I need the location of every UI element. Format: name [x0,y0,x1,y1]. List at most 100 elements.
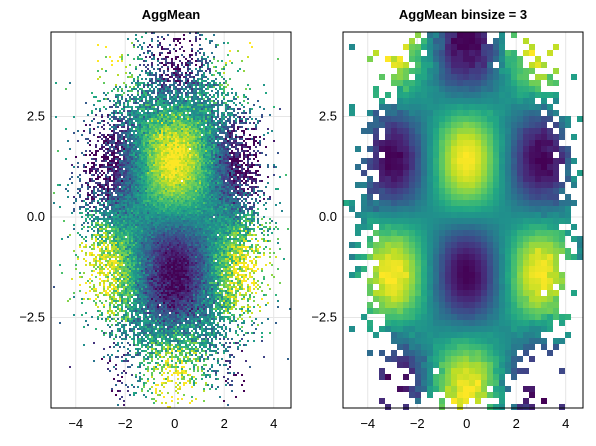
heatmap-cell [173,78,175,80]
heatmap-cell [223,130,225,132]
heatmap-cell [179,134,181,136]
heatmap-cell [133,160,135,162]
heatmap-cell [205,176,207,178]
heatmap-cell [235,202,237,204]
heatmap-cell [113,132,115,134]
heatmap-cell [133,202,135,204]
heatmap-cell [189,104,191,106]
heatmap-cell [177,128,179,130]
heatmap-cell [217,210,219,212]
heatmap-cell [117,120,119,122]
heatmap-cell [117,90,119,92]
heatmap-cell [117,146,119,148]
heatmap-cell [101,208,103,210]
heatmap-cell [181,104,183,106]
heatmap-cell [131,110,133,112]
heatmap-cell [229,200,231,202]
heatmap-cell [237,142,239,144]
heatmap-cell [135,84,137,86]
heatmap-cell [155,192,157,194]
heatmap-cell [137,208,139,210]
heatmap-cell [237,70,239,72]
heatmap-cell [157,128,159,130]
heatmap-cell [139,140,141,142]
heatmap-cell [177,70,179,72]
heatmap-cell [251,108,253,110]
heatmap-cell [249,186,251,188]
heatmap-cell [125,188,127,190]
heatmap-cell [201,116,203,118]
heatmap-cell [227,152,229,154]
heatmap-cell [205,158,207,160]
heatmap-cell [195,142,197,144]
heatmap-cell [211,136,213,138]
heatmap-cell [231,180,233,182]
heatmap-cell [105,214,107,216]
heatmap-cell [135,68,137,70]
heatmap-cell [235,92,237,94]
heatmap-cell [143,96,145,98]
heatmap-cell [85,166,87,168]
heatmap-cell [141,134,143,136]
heatmap-cell [259,140,261,142]
heatmap-cell [245,88,247,90]
heatmap-cell [219,168,221,170]
heatmap-cell [177,158,179,160]
heatmap-cell [199,210,201,212]
heatmap-cell [213,96,215,98]
heatmap-cell [187,90,189,92]
heatmap-cell [143,112,145,114]
heatmap-cell [113,182,115,184]
heatmap-cell [205,186,207,188]
heatmap-cell [163,122,165,124]
heatmap-cell [133,130,135,132]
heatmap-cell [241,146,243,148]
heatmap-cell [149,70,151,72]
heatmap-cell [185,196,187,198]
heatmap-cell [175,118,177,120]
heatmap-cell [221,60,223,62]
heatmap-cell [205,144,207,146]
heatmap-cell [127,178,129,180]
heatmap-cell [229,50,231,52]
heatmap-cell [235,114,237,116]
heatmap-cell [181,170,183,172]
heatmap-cell [111,202,113,204]
heatmap-cell [189,86,191,88]
heatmap-cell [149,146,151,148]
heatmap-cell [141,96,143,98]
heatmap-cell [169,138,171,140]
heatmap-cell [121,56,123,58]
heatmap-cell [167,168,169,170]
heatmap-cell [235,146,237,148]
heatmap-cell [109,216,111,218]
heatmap-cell [133,172,135,174]
heatmap-cell [101,200,103,202]
heatmap-cell [97,216,99,218]
heatmap-cell [89,140,91,142]
heatmap-cell [171,162,173,164]
heatmap-cell [239,190,241,192]
heatmap-cell [185,184,187,186]
heatmap-cell [129,204,131,206]
heatmap-cell [105,192,107,194]
heatmap-cell [227,100,229,102]
heatmap-cell [171,116,173,118]
heatmap-cell [225,102,227,104]
heatmap-cell [237,50,239,52]
heatmap-cell [151,112,153,114]
heatmap-cell [129,190,131,192]
heatmap-cell [157,214,159,216]
heatmap-cell [117,138,119,140]
heatmap-cell [171,200,173,202]
heatmap-cell [201,182,203,184]
heatmap-cell [157,168,159,170]
heatmap-cell [197,150,199,152]
heatmap-cell [191,70,193,72]
heatmap-cell [181,216,183,218]
heatmap-cell [107,192,109,194]
heatmap-cell [135,156,137,158]
heatmap-cell [225,168,227,170]
heatmap-cell [175,180,177,182]
heatmap-cell [159,190,161,192]
